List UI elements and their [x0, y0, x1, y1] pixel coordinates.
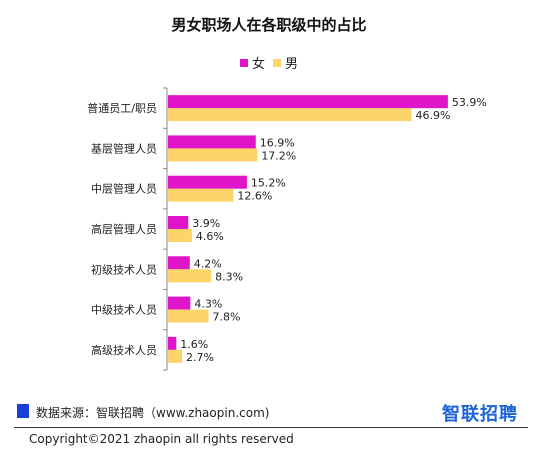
- data-label-male: 17.2%: [261, 149, 296, 162]
- bar-female: [168, 95, 448, 109]
- category-label: 基层管理人员: [91, 141, 157, 155]
- category-label: 高级技术人员: [91, 343, 157, 357]
- source-marker: [17, 404, 29, 418]
- bar-male: [168, 309, 209, 323]
- chart-title: 男女职场人在各职级中的占比: [171, 16, 367, 34]
- data-label-male: 7.8%: [213, 311, 241, 324]
- zhaopin-logo: 智联招聘: [442, 404, 518, 425]
- bar-female: [168, 336, 177, 350]
- data-label-female: 16.9%: [260, 136, 295, 149]
- data-label-female: 53.9%: [452, 96, 487, 109]
- bar-male: [168, 269, 212, 283]
- bar-female: [168, 296, 191, 310]
- data-label-female: 4.3%: [194, 298, 222, 311]
- legend-label-male: 男: [285, 57, 299, 72]
- legend-item-female: 女: [240, 53, 265, 72]
- legend-swatch-female: [240, 58, 248, 67]
- copyright-text: Copyright©2021 zhaopin all rights reserv…: [29, 432, 294, 446]
- category-label: 高层管理人员: [91, 222, 157, 236]
- chart-legend: 女 男: [240, 53, 306, 72]
- bar-male: [168, 229, 192, 242]
- data-label-female: 15.2%: [251, 177, 286, 190]
- bar-male: [168, 108, 412, 122]
- data-label-male: 8.3%: [215, 270, 243, 283]
- bar-male: [168, 188, 234, 202]
- legend-swatch-male: [273, 58, 282, 67]
- data-label-male: 46.9%: [416, 109, 451, 122]
- data-label-female: 4.2%: [194, 257, 222, 270]
- bar-female: [168, 256, 190, 270]
- data-label-male: 12.6%: [237, 190, 272, 203]
- data-label-male: 2.7%: [186, 351, 214, 364]
- bar-female: [168, 216, 189, 229]
- category-label: 中级技术人员: [91, 304, 157, 317]
- category-label: 初级技术人员: [91, 262, 157, 276]
- legend-item-male: 男: [273, 53, 298, 72]
- bar-female: [168, 175, 247, 189]
- footer-divider: [14, 427, 528, 428]
- data-label-female: 3.9%: [192, 217, 220, 230]
- bar-male: [168, 148, 258, 162]
- category-label: 普通员工/职员: [87, 101, 157, 115]
- category-label: 中层管理人员: [91, 182, 157, 196]
- bar-chart: 普通员工/职员 53.9%46.9% 基层管理人员 16.9%17.2% 中层管理人员 1…: [87, 87, 487, 371]
- legend-label-female: 女: [252, 57, 266, 72]
- data-label-female: 1.6%: [180, 338, 208, 351]
- data-label-male: 4.6%: [196, 230, 224, 243]
- source-text: 数据来源：智联招聘（www.zhaopin.com): [36, 406, 270, 420]
- bar-male: [168, 349, 183, 363]
- bar-female: [168, 135, 256, 149]
